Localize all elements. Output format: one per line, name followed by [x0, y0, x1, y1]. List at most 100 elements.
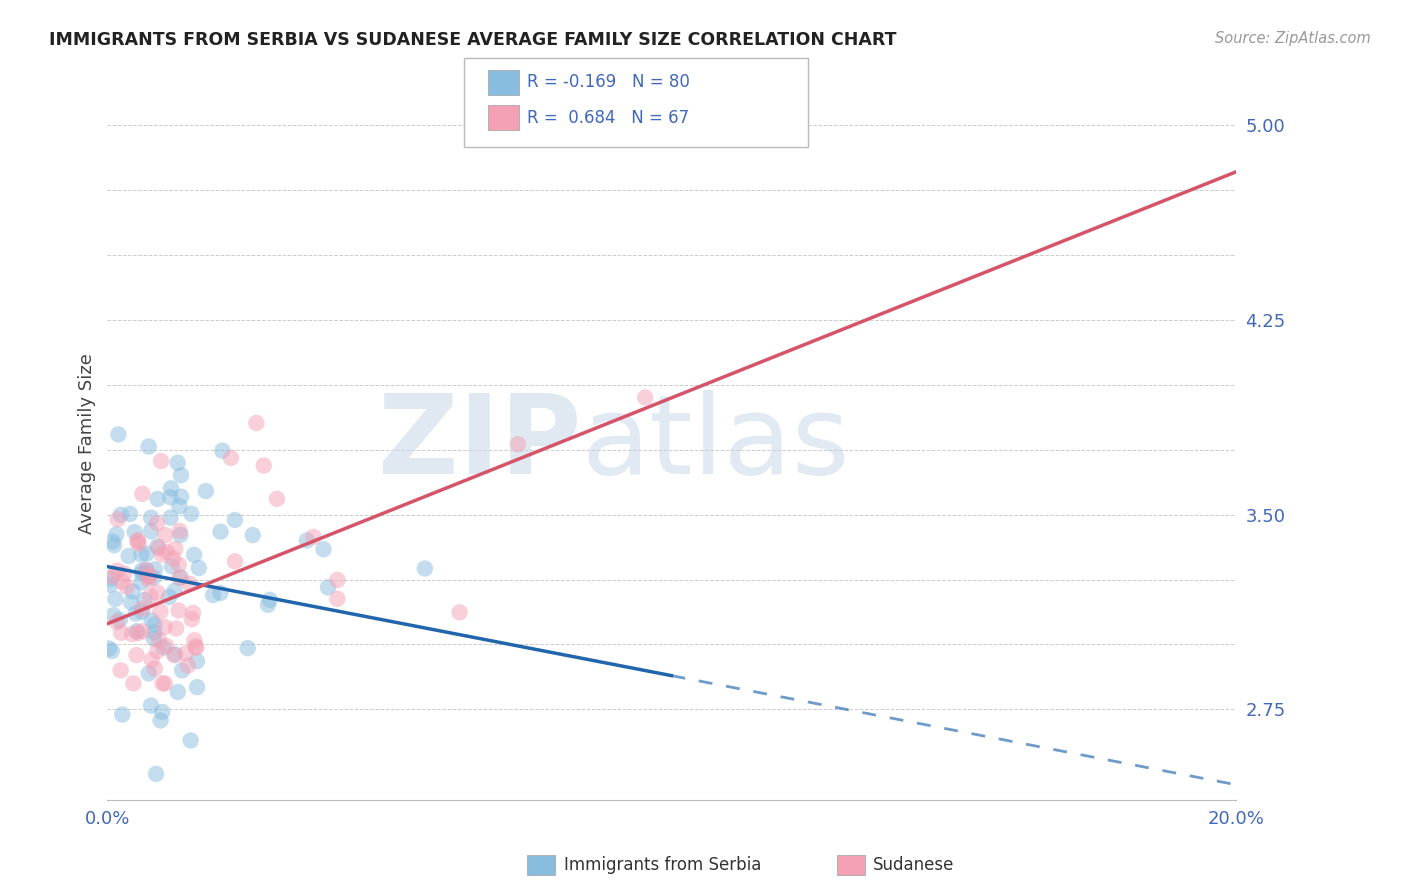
Point	[101, 644, 124, 658]
Point	[177, 658, 200, 673]
Point	[326, 591, 349, 606]
Point	[152, 640, 174, 655]
Point	[105, 615, 128, 629]
Point	[105, 527, 128, 541]
Point	[186, 654, 208, 668]
Point	[181, 606, 204, 620]
Point	[143, 562, 166, 576]
Point	[131, 601, 153, 615]
Point	[257, 598, 280, 612]
Point	[143, 617, 166, 632]
Text: ZIP: ZIP	[378, 390, 581, 497]
Point	[236, 641, 259, 656]
Point	[172, 664, 194, 678]
Point	[180, 612, 202, 626]
Point	[170, 468, 193, 483]
Point	[104, 592, 127, 607]
Point	[155, 528, 177, 542]
Point	[149, 714, 172, 728]
Point	[169, 499, 191, 513]
Point	[125, 607, 148, 621]
Point	[115, 580, 138, 594]
Point	[128, 537, 150, 551]
Point	[98, 641, 121, 656]
Point	[159, 510, 181, 524]
Point	[211, 443, 233, 458]
Point	[138, 666, 160, 681]
Point	[125, 648, 148, 662]
Point	[131, 605, 153, 619]
Point	[134, 593, 156, 607]
Point	[103, 608, 125, 623]
Point	[127, 625, 149, 640]
Point	[174, 647, 197, 661]
Point	[159, 490, 181, 504]
Text: Source: ZipAtlas.com: Source: ZipAtlas.com	[1215, 31, 1371, 46]
Text: IMMIGRANTS FROM SERBIA VS SUDANESE AVERAGE FAMILY SIZE CORRELATION CHART: IMMIGRANTS FROM SERBIA VS SUDANESE AVERA…	[49, 31, 897, 49]
Point	[146, 491, 169, 506]
Point	[183, 548, 205, 562]
Point	[150, 454, 173, 468]
Point	[169, 528, 191, 542]
Point	[142, 632, 165, 646]
Point	[166, 456, 188, 470]
Point	[170, 490, 193, 504]
Point	[316, 581, 339, 595]
Point	[506, 437, 529, 451]
Point	[101, 534, 124, 549]
Point	[110, 508, 132, 522]
Point	[152, 676, 174, 690]
Text: atlas: atlas	[581, 390, 849, 497]
Point	[259, 592, 281, 607]
Point	[224, 554, 246, 568]
Point	[167, 603, 190, 617]
Point	[242, 528, 264, 542]
Point	[146, 516, 169, 530]
Point	[169, 524, 191, 538]
Point	[312, 542, 335, 557]
Point	[105, 564, 128, 578]
Point	[138, 573, 160, 587]
Point	[101, 569, 124, 583]
Point	[108, 613, 131, 627]
Point	[148, 632, 170, 647]
Point	[165, 541, 187, 556]
Point	[295, 533, 318, 548]
Point	[138, 570, 160, 584]
Point	[111, 574, 134, 589]
Point	[180, 507, 202, 521]
Point	[153, 620, 176, 634]
Text: Sudanese: Sudanese	[873, 856, 955, 874]
Point	[139, 589, 162, 603]
Point	[187, 561, 209, 575]
Point	[162, 551, 184, 566]
Point	[245, 416, 267, 430]
Point	[160, 559, 183, 574]
Point	[163, 583, 186, 598]
Point	[184, 640, 207, 654]
Point	[163, 648, 186, 663]
Point	[155, 639, 177, 653]
Point	[202, 588, 225, 602]
Point	[121, 584, 143, 599]
Point	[127, 534, 149, 549]
Point	[111, 707, 134, 722]
Point	[219, 450, 242, 465]
Point	[121, 627, 143, 641]
Text: R = -0.169   N = 80: R = -0.169 N = 80	[527, 73, 690, 91]
Point	[114, 566, 136, 581]
Point	[266, 491, 288, 506]
Text: R =  0.684   N = 67: R = 0.684 N = 67	[527, 109, 689, 127]
Point	[160, 481, 183, 495]
Point	[100, 572, 122, 586]
Point	[194, 483, 217, 498]
Point	[107, 427, 129, 442]
Point	[179, 576, 201, 591]
Point	[449, 605, 471, 619]
Point	[150, 705, 173, 719]
Point	[326, 573, 349, 587]
Point	[167, 558, 190, 572]
Point	[141, 614, 163, 628]
Point	[138, 440, 160, 454]
Point	[124, 525, 146, 540]
